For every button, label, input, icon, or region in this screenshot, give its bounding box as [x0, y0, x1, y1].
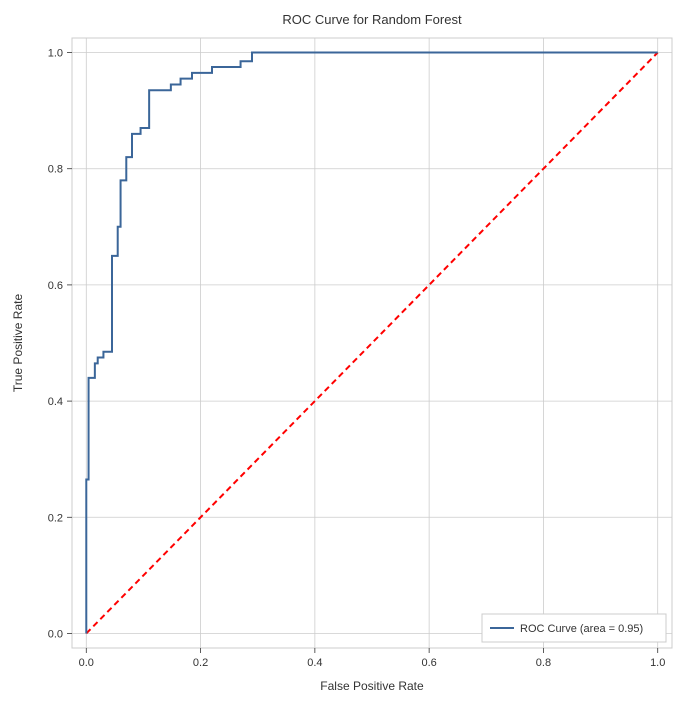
- y-tick-label: 0.8: [48, 164, 63, 176]
- x-tick-label: 0.8: [536, 657, 551, 669]
- plot-area: 0.0 0.2 0.4 0.6 0.8 1.0 0.0 0.2 0.4 0.6 0.8 1.0 ROC …: [48, 38, 672, 669]
- x-tick-label: 0.2: [193, 657, 208, 669]
- x-tick-label: 0.6: [421, 657, 436, 669]
- plot-bg: [72, 38, 672, 648]
- legend-label: ROC Curve (area = 0.95): [520, 623, 643, 635]
- y-tick-label: 0.0: [48, 628, 63, 640]
- x-tick-label: 0.0: [79, 657, 94, 669]
- y-tick-label: 0.2: [48, 512, 63, 524]
- x-axis-label: False Positive Rate: [320, 679, 424, 693]
- roc-chart: ROC Curve for Random Forest 0.0 0.2 0.4 0.6…: [0, 0, 695, 704]
- y-tick-label: 0.4: [48, 396, 63, 408]
- y-tick-label: 0.6: [48, 280, 63, 292]
- x-tick-label: 1.0: [650, 657, 665, 669]
- x-tick-label: 0.4: [307, 657, 322, 669]
- chart-svg: ROC Curve for Random Forest 0.0 0.2 0.4 0.6…: [0, 0, 695, 704]
- y-tick-label: 1.0: [48, 48, 63, 60]
- y-axis-label: True Positive Rate: [11, 294, 25, 393]
- chart-title: ROC Curve for Random Forest: [282, 12, 462, 27]
